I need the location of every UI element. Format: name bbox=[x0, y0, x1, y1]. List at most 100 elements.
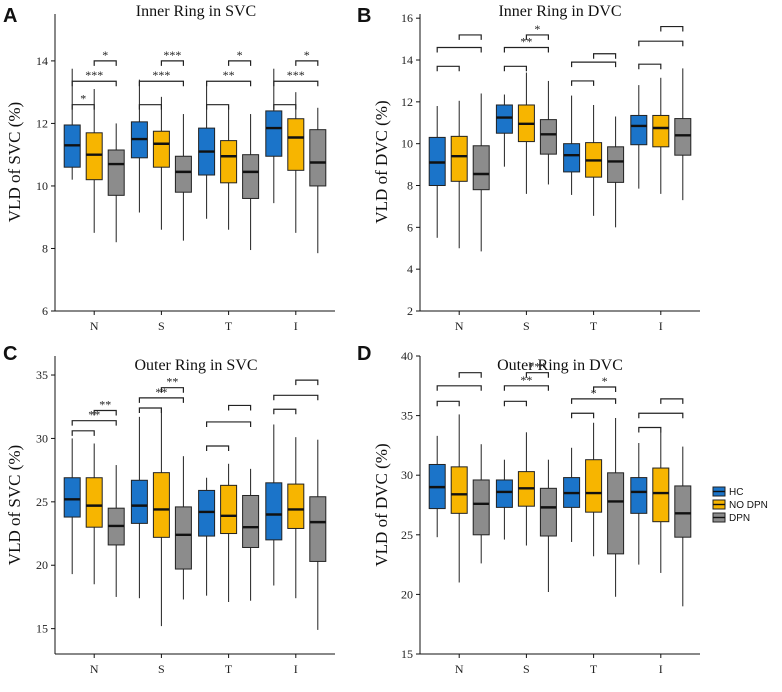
significance-bracket bbox=[503, 46, 549, 53]
box-dpn-S bbox=[539, 459, 557, 593]
box-iqr bbox=[174, 506, 192, 570]
significance-bracket bbox=[638, 40, 684, 47]
box-no-dpn-N bbox=[450, 414, 468, 583]
significance-bracket bbox=[93, 60, 117, 66]
box-dpn-N bbox=[472, 444, 490, 564]
legend: HC NO DPN DPN bbox=[712, 486, 768, 524]
box-iqr bbox=[309, 129, 327, 187]
panel-letter: D bbox=[357, 343, 371, 365]
box-iqr bbox=[174, 155, 192, 193]
significance-label: * bbox=[591, 386, 597, 400]
box-iqr bbox=[450, 135, 468, 182]
significance-bracket bbox=[593, 386, 617, 392]
box-iqr bbox=[287, 483, 305, 529]
x-tick-label: I bbox=[659, 319, 663, 333]
box-hc-I bbox=[265, 424, 283, 586]
x-tick-label: I bbox=[294, 662, 298, 676]
box-iqr bbox=[607, 146, 625, 183]
box-no-dpn-N bbox=[450, 100, 468, 249]
significance-bracket bbox=[71, 80, 117, 87]
y-tick-label: 6 bbox=[407, 220, 413, 234]
y-axis-label: VLD of SVC (%) bbox=[5, 102, 24, 222]
box-dpn-S bbox=[539, 80, 557, 185]
box-hc-S bbox=[130, 416, 148, 599]
box-dpn-N bbox=[107, 465, 125, 597]
box-iqr bbox=[152, 472, 170, 538]
x-tick-label: S bbox=[523, 319, 530, 333]
significance-bracket bbox=[206, 104, 230, 110]
x-tick-label: N bbox=[455, 662, 464, 676]
significance-bracket bbox=[503, 385, 549, 391]
x-tick-label: I bbox=[659, 662, 663, 676]
y-tick-label: 10 bbox=[401, 137, 413, 151]
significance-bracket bbox=[160, 387, 184, 393]
significance-label: *** bbox=[152, 68, 170, 82]
box-iqr bbox=[630, 477, 648, 514]
box-hc-I bbox=[630, 85, 648, 189]
chart-title: Outer Ring in DVC bbox=[497, 357, 623, 374]
box-iqr bbox=[107, 149, 125, 196]
y-tick-label: 8 bbox=[407, 179, 413, 193]
significance-bracket bbox=[436, 400, 460, 407]
y-tick-label: 15 bbox=[36, 622, 48, 636]
y-tick-label: 6 bbox=[42, 304, 48, 318]
x-tick-label: S bbox=[523, 662, 530, 676]
y-tick-label: 8 bbox=[42, 241, 48, 255]
box-iqr bbox=[674, 485, 692, 538]
x-tick-label: N bbox=[455, 319, 464, 333]
box-no-dpn-I bbox=[652, 77, 670, 194]
significance-bracket bbox=[458, 372, 482, 378]
box-hc-N bbox=[63, 438, 81, 575]
significance-bracket bbox=[660, 25, 684, 32]
x-tick-label: T bbox=[590, 319, 598, 333]
significance-bracket bbox=[638, 426, 662, 433]
panel-letter: A bbox=[3, 5, 17, 27]
x-tick-label: S bbox=[158, 662, 165, 676]
x-tick-label: T bbox=[225, 319, 233, 333]
significance-bracket bbox=[436, 46, 482, 53]
box-iqr bbox=[85, 132, 103, 181]
significance-bracket bbox=[660, 398, 684, 404]
box-iqr bbox=[585, 459, 603, 513]
significance-bracket bbox=[206, 445, 230, 452]
y-axis-label: VLD of DVC (%) bbox=[372, 443, 391, 566]
box-hc-T bbox=[563, 447, 581, 542]
x-tick-label: S bbox=[158, 319, 165, 333]
box-iqr bbox=[242, 154, 260, 199]
box-hc-S bbox=[130, 79, 148, 213]
significance-bracket bbox=[273, 80, 319, 87]
y-tick-label: 12 bbox=[401, 95, 413, 109]
box-iqr bbox=[287, 118, 305, 171]
box-iqr bbox=[563, 143, 581, 173]
significance-bracket bbox=[436, 385, 482, 391]
significance-bracket bbox=[273, 104, 297, 110]
box-dpn-I bbox=[309, 439, 327, 630]
box-hc-T bbox=[198, 81, 216, 219]
box-dpn-N bbox=[472, 93, 490, 252]
box-iqr bbox=[85, 477, 103, 528]
significance-bracket bbox=[206, 421, 252, 427]
legend-label: DPN bbox=[729, 513, 750, 524]
box-hc-S bbox=[495, 94, 513, 167]
significance-bracket bbox=[571, 398, 617, 404]
y-tick-label: 4 bbox=[407, 262, 413, 276]
significance-label: * bbox=[602, 374, 608, 388]
y-tick-label: 20 bbox=[36, 558, 48, 572]
box-no-dpn-I bbox=[652, 432, 670, 573]
significance-bracket bbox=[93, 409, 117, 416]
box-no-dpn-N bbox=[85, 89, 103, 233]
significance-bracket bbox=[525, 372, 549, 378]
significance-label: * bbox=[80, 92, 86, 106]
box-iqr bbox=[152, 130, 170, 168]
box-no-dpn-N bbox=[85, 443, 103, 585]
chart-panel-B: B Inner Ring in DVC VLD of DVC (%) 2 4 6 8 10 12… bbox=[357, 3, 700, 333]
box-iqr bbox=[309, 496, 327, 562]
significance-label: ** bbox=[520, 373, 532, 387]
box-iqr bbox=[539, 487, 557, 537]
significance-bracket bbox=[295, 60, 319, 66]
box-dpn-T bbox=[607, 417, 625, 597]
chart-title: Inner Ring in DVC bbox=[498, 3, 621, 20]
box-iqr bbox=[607, 472, 625, 555]
box-no-dpn-T bbox=[220, 463, 238, 603]
